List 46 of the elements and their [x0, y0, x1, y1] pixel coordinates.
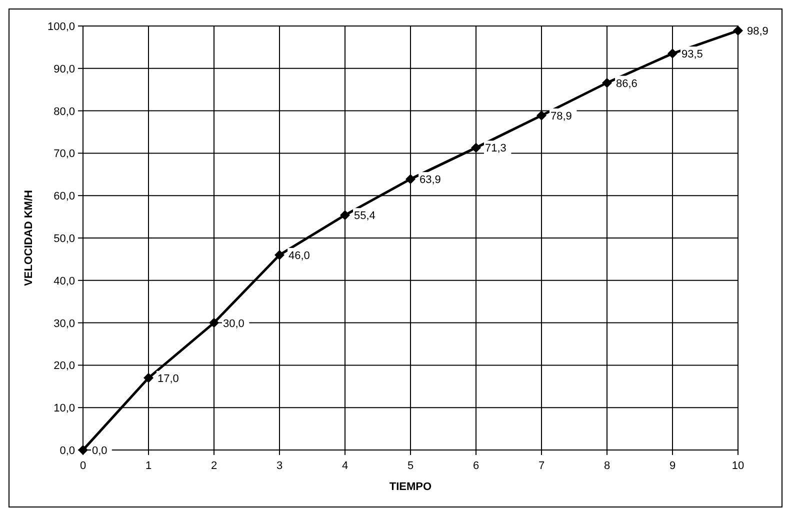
x-tick-label: 1: [145, 460, 152, 472]
y-tick-label: 90,0: [54, 63, 75, 76]
data-label: 86,6: [616, 78, 638, 90]
y-tick-label: 60,0: [54, 190, 75, 203]
point: [471, 142, 481, 153]
point: [209, 318, 219, 328]
point: [274, 250, 284, 260]
data-label: 71,3: [485, 142, 506, 155]
x-tick-label: 2: [210, 460, 218, 472]
x-tick-label: 0: [80, 460, 86, 472]
data-label: 63,9: [420, 174, 441, 186]
point: [340, 210, 350, 220]
data-label: 30,0: [223, 318, 244, 330]
point: [78, 445, 88, 455]
y-tick-label: 40,0: [54, 275, 75, 288]
y-tick-label: 80,0: [54, 106, 75, 118]
x-tick-label: 7: [538, 460, 545, 472]
data-label: 0,0: [92, 445, 108, 457]
x-tick-label: 5: [407, 460, 414, 472]
x-tick-label: 9: [669, 460, 676, 472]
y-tick-label: 0,0: [60, 445, 75, 457]
point: [733, 26, 743, 36]
x-tick-label: 3: [276, 460, 283, 472]
y-tick-label: 50,0: [54, 233, 75, 245]
x-tick-label: 8: [604, 460, 610, 472]
y-tick-label: 100,0: [47, 21, 75, 33]
point: [668, 48, 678, 59]
point: [602, 78, 612, 88]
data-label: 98,9: [747, 26, 768, 38]
y-tick-label: 10,0: [54, 402, 75, 415]
x-tick-label: 6: [472, 460, 480, 472]
point: [536, 110, 546, 120]
x-axis-title: TIEMPO: [389, 481, 432, 493]
data-label: 46,0: [288, 250, 310, 262]
data-label: 78,9: [550, 110, 572, 122]
y-tick-label: 70,0: [54, 148, 75, 160]
y-tick-label: 20,0: [54, 360, 75, 372]
y-axis-title: VELOCIDAD KM/H: [23, 190, 35, 286]
point: [144, 372, 154, 383]
data-label: 55,4: [354, 210, 376, 222]
data-label: 17,0: [158, 372, 179, 385]
y-tick-label: 30,0: [54, 318, 75, 330]
x-tick-label: 4: [342, 460, 348, 472]
data-label: 93,5: [682, 48, 703, 61]
x-tick-label: 10: [732, 460, 744, 472]
point: [406, 174, 416, 184]
